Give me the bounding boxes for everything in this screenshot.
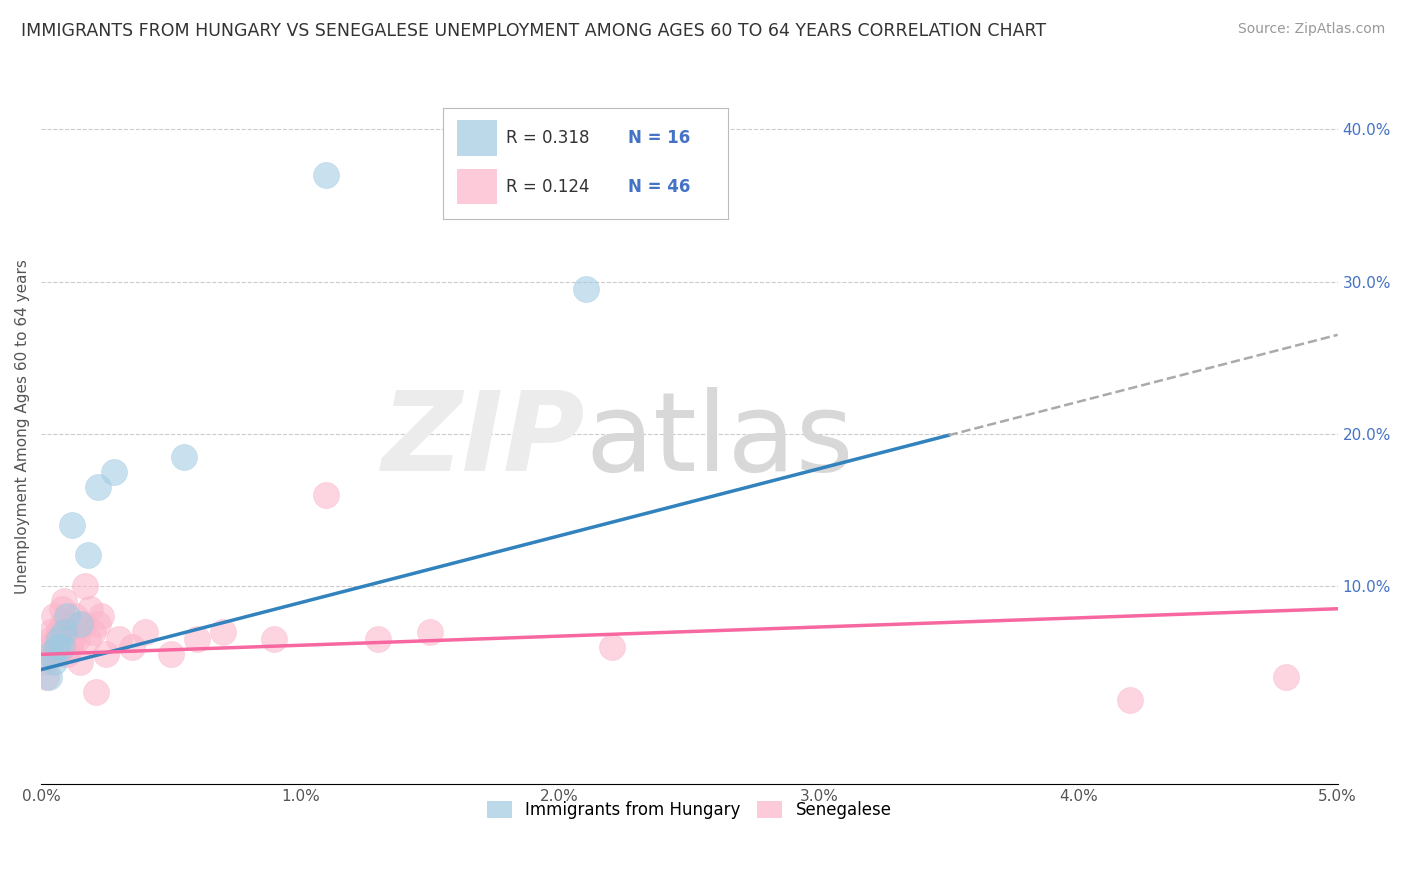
Point <box>42 648 65 662</box>
Point <box>1119 693 1142 707</box>
Point <box>186 632 208 647</box>
Point <box>38 648 60 662</box>
Point <box>45 640 67 654</box>
Point <box>48 648 70 662</box>
Point <box>51 616 73 631</box>
Legend: Immigrants from Hungary, Senegalese: Immigrants from Hungary, Senegalese <box>481 794 898 825</box>
Point <box>600 640 623 654</box>
Point <box>82 624 104 639</box>
Text: atlas: atlas <box>586 387 855 494</box>
Point <box>51 601 73 615</box>
Point <box>173 450 195 464</box>
Point <box>48 624 70 639</box>
Point <box>42 609 65 624</box>
Point <box>84 685 107 699</box>
Point <box>90 609 112 624</box>
Point <box>159 648 181 662</box>
Point <box>48 640 70 654</box>
Text: IMMIGRANTS FROM HUNGARY VS SENEGALESE UNEMPLOYMENT AMONG AGES 60 TO 64 YEARS COR: IMMIGRANTS FROM HUNGARY VS SENEGALESE UN… <box>21 22 1046 40</box>
Point <box>69 655 91 669</box>
Point <box>103 465 125 479</box>
Text: ZIP: ZIP <box>382 387 586 494</box>
Point <box>59 616 82 631</box>
Point <box>76 632 98 647</box>
Point <box>134 624 156 639</box>
Text: Source: ZipAtlas.com: Source: ZipAtlas.com <box>1237 22 1385 37</box>
Point <box>315 168 337 182</box>
Point <box>56 609 79 624</box>
Point <box>60 518 83 533</box>
Point <box>41 624 63 639</box>
Point <box>419 624 441 639</box>
Point <box>63 609 86 624</box>
Point <box>53 624 76 639</box>
Point <box>42 655 65 669</box>
Point <box>48 632 70 647</box>
Point <box>45 632 67 647</box>
Point <box>263 632 285 647</box>
Point <box>53 594 76 608</box>
Point <box>87 480 110 494</box>
Point <box>38 640 60 654</box>
Point <box>41 632 63 647</box>
Point <box>41 648 63 662</box>
Point <box>35 670 58 684</box>
Point <box>53 632 76 647</box>
Point <box>56 624 79 639</box>
Point <box>69 616 91 631</box>
Point <box>66 632 89 647</box>
Point <box>315 487 337 501</box>
Point <box>1274 670 1296 684</box>
Point <box>575 282 598 296</box>
Point <box>79 601 101 615</box>
Point <box>60 632 83 647</box>
Point <box>75 579 97 593</box>
Point <box>51 640 73 654</box>
Point <box>76 549 98 563</box>
Point <box>108 632 131 647</box>
Point <box>367 632 389 647</box>
Point <box>87 616 110 631</box>
Point <box>32 655 55 669</box>
Point <box>59 640 82 654</box>
Point <box>121 640 143 654</box>
Point <box>56 648 79 662</box>
Point <box>72 616 94 631</box>
Y-axis label: Unemployment Among Ages 60 to 64 years: Unemployment Among Ages 60 to 64 years <box>15 259 30 593</box>
Point <box>38 670 60 684</box>
Point <box>211 624 233 639</box>
Point <box>94 648 117 662</box>
